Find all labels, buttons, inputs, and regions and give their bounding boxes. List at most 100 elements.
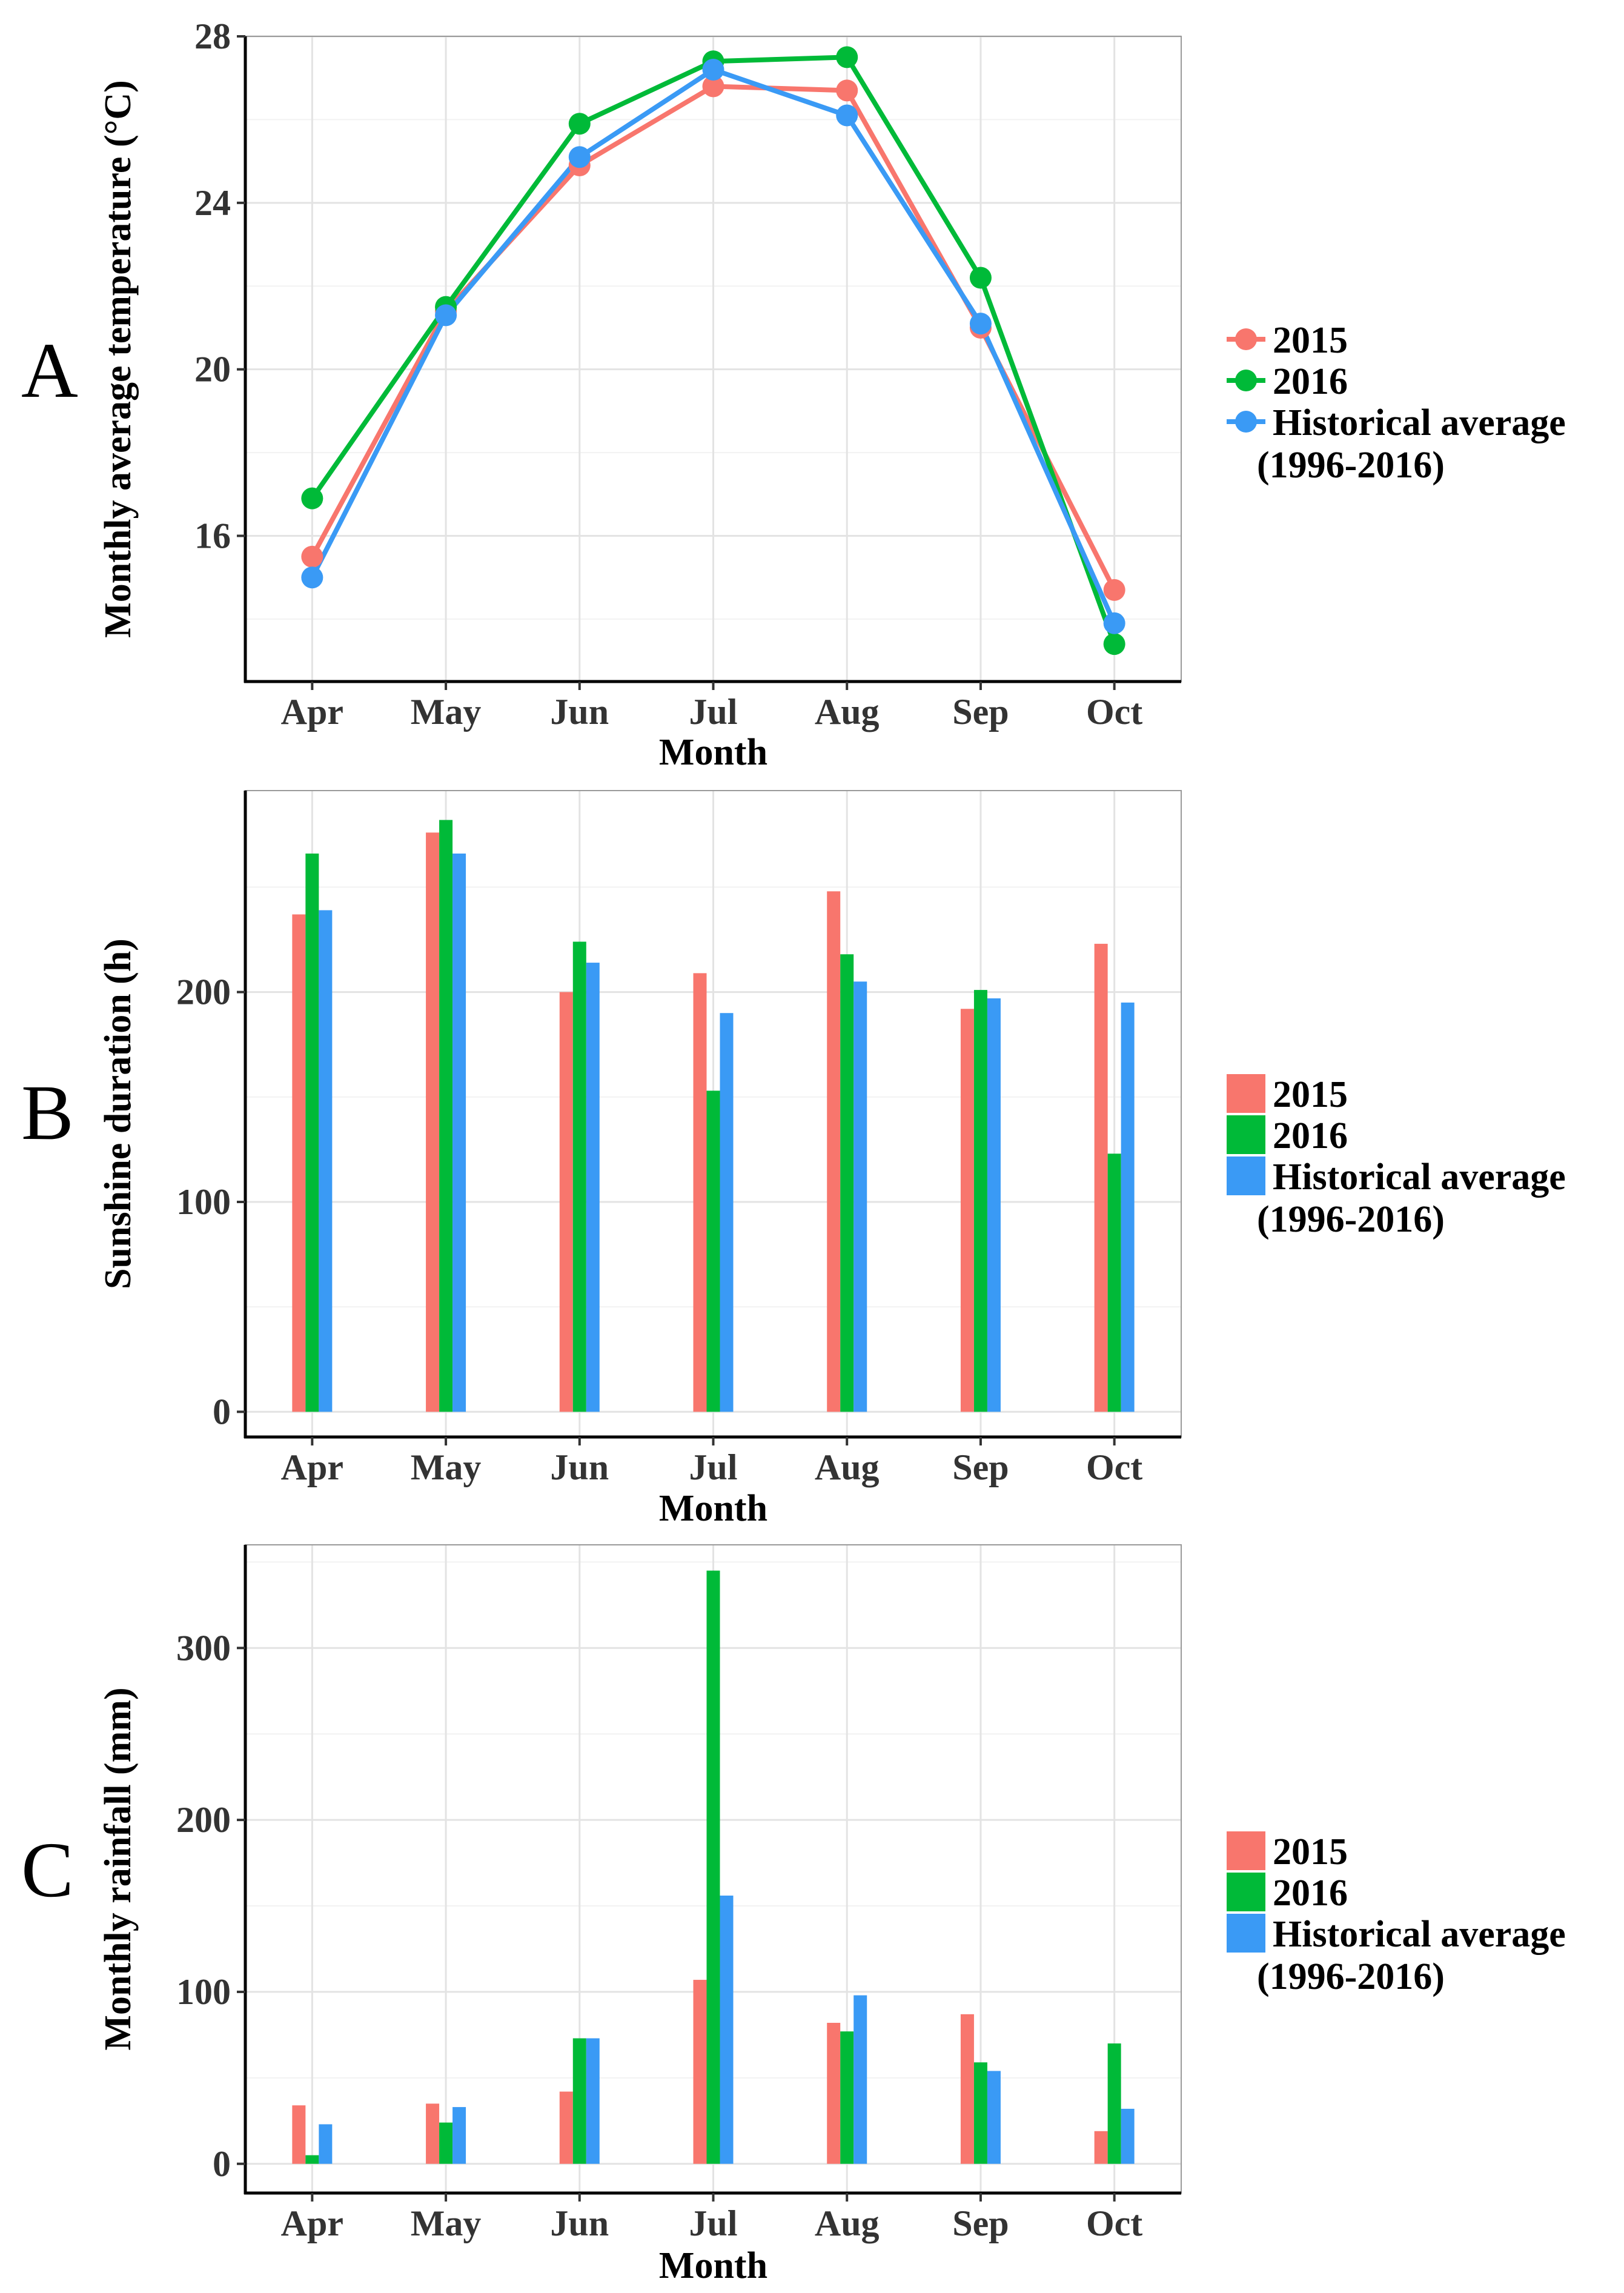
- bar-2016-jul: [706, 1090, 720, 1412]
- point-historical-average-may: [435, 304, 457, 327]
- x-tick-label: Jul: [689, 1447, 737, 1487]
- bar-2015-may: [426, 832, 440, 1412]
- panel-label: C: [21, 1827, 74, 1914]
- panel-a-temperature: 16 20 24 28 Apr May Jun Jul Aug Sep Oct Month Monthl…: [21, 16, 1566, 773]
- bar-2016-apr: [305, 2155, 319, 2164]
- bar-historical-average-jun: [586, 2038, 600, 2164]
- bar-2015-aug: [827, 2023, 841, 2164]
- y-tick-label: 20: [194, 350, 231, 390]
- bar-2015-apr: [292, 2105, 306, 2164]
- panel-c-rainfall: 0 100 200 300 Apr May Jun Jul Aug Sep Oct Month Mont…: [21, 1544, 1566, 2286]
- legend-label-historical-average-line2: (1996-2016): [1257, 1199, 1445, 1240]
- bar-2016-apr: [305, 853, 319, 1412]
- point-2015-aug: [836, 79, 858, 102]
- y-axis-title: Monthly average temperature (°C): [98, 80, 139, 638]
- point-historical-average-jun: [568, 146, 591, 168]
- x-tick-label: Jun: [550, 1447, 609, 1487]
- bar-2015-jun: [559, 992, 573, 1412]
- x-axis-title: Month: [659, 1488, 767, 1529]
- x-axis-title: Month: [659, 2245, 767, 2286]
- x-tick-label: Aug: [815, 2203, 880, 2243]
- bar-2016-jun: [572, 2038, 586, 2164]
- bar-historical-average-aug: [853, 1995, 867, 2164]
- y-tick-label: 200: [176, 972, 231, 1012]
- bar-2015-oct: [1094, 2131, 1108, 2164]
- bar-historical-average-apr: [319, 910, 333, 1412]
- bar-2015-jul: [693, 973, 707, 1412]
- legend-label-2015: 2015: [1273, 320, 1348, 361]
- legend-key-box-2016: [1227, 1873, 1265, 1911]
- x-axis-title: Month: [659, 732, 767, 773]
- bar-historical-average-jul: [720, 1895, 734, 2164]
- point-historical-average-aug: [836, 104, 858, 127]
- bar-2016-oct: [1107, 1153, 1121, 1412]
- point-historical-average-sep: [969, 313, 992, 335]
- bar-historical-average-sep: [987, 998, 1001, 1412]
- x-tick-label: Aug: [815, 692, 880, 732]
- x-tick-label: Jul: [689, 2203, 737, 2243]
- bar-historical-average-apr: [319, 2124, 333, 2164]
- legend-label-2016: 2016: [1273, 361, 1348, 402]
- legend-key-box-2015: [1227, 1831, 1265, 1870]
- legend-label-2015: 2015: [1273, 1074, 1348, 1115]
- y-tick-label: 24: [194, 183, 231, 223]
- bar-2015-may: [426, 2103, 440, 2164]
- bar-historical-average-aug: [853, 981, 867, 1412]
- point-2016-apr: [301, 487, 323, 509]
- legend-label-historical-average: Historical average: [1273, 1914, 1566, 1955]
- legend-label-2016: 2016: [1273, 1873, 1348, 1914]
- x-tick-label: Apr: [281, 2203, 343, 2243]
- legend-key-box-historical-average: [1227, 1914, 1265, 1953]
- x-tick-label: Apr: [281, 1447, 343, 1487]
- x-tick-label: May: [411, 2203, 482, 2243]
- bar-2016-jul: [706, 1570, 720, 2164]
- bar-2015-jun: [559, 2091, 573, 2164]
- y-axis-title: Monthly rainfall (mm): [98, 1687, 139, 2050]
- x-tick-label: Apr: [281, 692, 343, 732]
- x-tick-label: Aug: [815, 1447, 880, 1487]
- bar-2016-jun: [572, 941, 586, 1412]
- point-2016-aug: [836, 46, 858, 68]
- x-tick-label: Sep: [952, 692, 1009, 732]
- bar-2016-aug: [840, 954, 854, 1412]
- bar-historical-average-jul: [720, 1013, 734, 1412]
- legend-key-point-2015: [1235, 328, 1257, 350]
- legend-key-box-historical-average: [1227, 1156, 1265, 1195]
- bar-2015-jul: [693, 1980, 707, 2164]
- bar-historical-average-may: [452, 853, 466, 1412]
- y-tick-label: 16: [194, 516, 231, 556]
- legend-key-box-2015: [1227, 1074, 1265, 1113]
- point-2016-jun: [568, 113, 591, 135]
- bar-2016-may: [439, 2122, 453, 2164]
- legend-label-2015: 2015: [1273, 1831, 1348, 1873]
- x-tick-label: Oct: [1086, 2203, 1142, 2243]
- y-axis-title: Sunshine duration (h): [98, 938, 139, 1289]
- legend-label-historical-average: Historical average: [1273, 1156, 1566, 1198]
- x-tick-label: May: [411, 692, 482, 732]
- y-tick-label: 28: [194, 16, 231, 56]
- x-tick-label: Jul: [689, 692, 737, 732]
- panel-label: B: [21, 1069, 74, 1156]
- bar-2016-aug: [840, 2031, 854, 2164]
- y-tick-label: 0: [213, 1392, 231, 1432]
- x-tick-label: Sep: [952, 2203, 1009, 2243]
- x-tick-label: Jun: [550, 692, 609, 732]
- point-historical-average-apr: [301, 566, 323, 589]
- point-historical-average-jul: [702, 58, 724, 81]
- bar-2016-may: [439, 820, 453, 1412]
- x-tick-label: Jun: [550, 2203, 609, 2243]
- x-tick-label: Sep: [952, 1447, 1009, 1487]
- point-2016-oct: [1103, 633, 1125, 655]
- point-2016-sep: [969, 267, 992, 289]
- legend-key-point-historical-average: [1235, 411, 1257, 433]
- bar-2016-sep: [973, 990, 987, 1412]
- y-tick-label: 0: [213, 2144, 231, 2184]
- bar-historical-average-sep: [987, 2071, 1001, 2164]
- bar-historical-average-may: [452, 2107, 466, 2164]
- legend-label-historical-average-line2: (1996-2016): [1257, 1956, 1445, 1997]
- legend-label-2016: 2016: [1273, 1115, 1348, 1156]
